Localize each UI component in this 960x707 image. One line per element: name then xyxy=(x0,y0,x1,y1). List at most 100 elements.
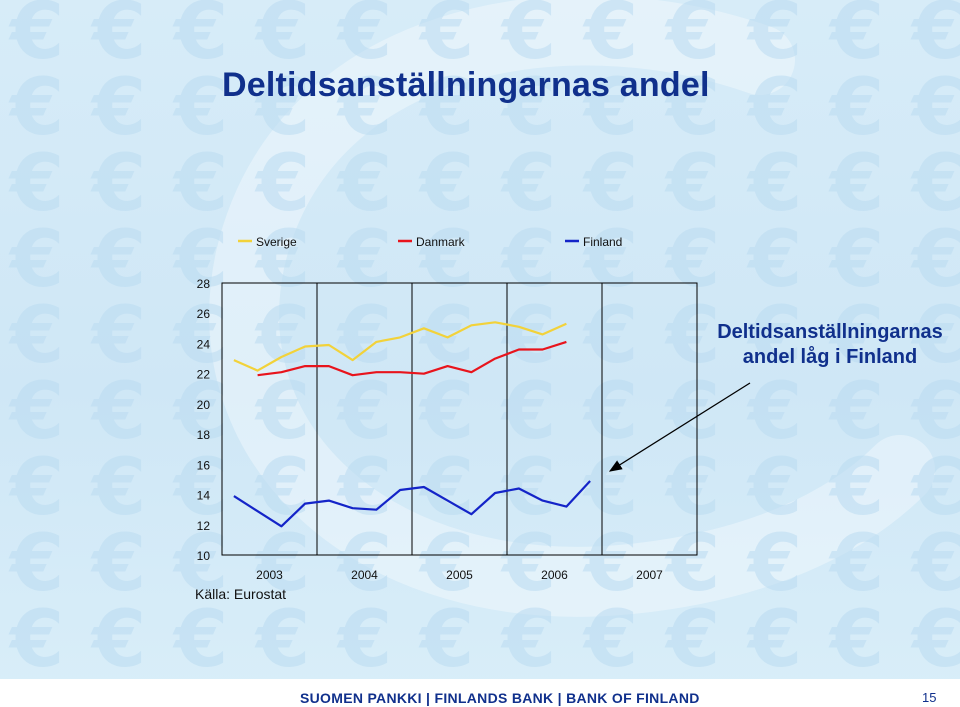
euro-icon: € xyxy=(910,0,960,77)
euro-icon: € xyxy=(664,63,720,153)
euro-icon: € xyxy=(90,63,146,153)
euro-icon: € xyxy=(418,519,474,609)
background-swirl xyxy=(209,0,935,617)
euro-icon: € xyxy=(910,291,960,381)
euro-icon: € xyxy=(500,443,556,533)
euro-icon: € xyxy=(418,215,474,305)
y-tick-label: 14 xyxy=(197,489,211,503)
euro-icon: € xyxy=(90,519,146,609)
legend-item-danmark: Danmark xyxy=(398,235,466,249)
euro-icon: € xyxy=(828,215,884,305)
euro-icon: € xyxy=(500,519,556,609)
euro-icon: € xyxy=(582,63,638,153)
euro-icon: € xyxy=(336,519,392,609)
euro-icon: € xyxy=(336,443,392,533)
euro-icon: € xyxy=(582,0,638,77)
euro-icon: € xyxy=(8,443,64,533)
y-tick-label: 20 xyxy=(197,398,211,412)
euro-icon: € xyxy=(910,215,960,305)
euro-icon: € xyxy=(500,291,556,381)
euro-icon: € xyxy=(8,519,64,609)
slide-title: Deltidsanställningarnas andel xyxy=(222,66,710,104)
y-tick-label: 22 xyxy=(197,368,211,382)
legend-label: Danmark xyxy=(416,235,466,249)
euro-icon: € xyxy=(664,595,720,685)
euro-icon: € xyxy=(746,367,802,457)
euro-icon: € xyxy=(172,0,228,77)
euro-icon: € xyxy=(746,519,802,609)
euro-icon: € xyxy=(664,215,720,305)
y-tick-label: 24 xyxy=(197,337,211,351)
euro-icon: € xyxy=(746,215,802,305)
legend-label: Finland xyxy=(583,235,622,249)
y-tick-label: 12 xyxy=(197,519,211,533)
euro-icon: € xyxy=(172,367,228,457)
euro-icon: € xyxy=(664,367,720,457)
euro-icon: € xyxy=(746,291,802,381)
euro-icon: € xyxy=(172,519,228,609)
annotation-line-1: Deltidsanställningarnas xyxy=(717,321,943,343)
euro-icon: € xyxy=(336,215,392,305)
euro-icon: € xyxy=(336,595,392,685)
euro-icon: € xyxy=(172,139,228,229)
y-tick-label: 28 xyxy=(197,277,211,291)
legend-item-finland: Finland xyxy=(565,235,622,249)
legend-label: Sverige xyxy=(256,235,297,249)
euro-icon: € xyxy=(664,139,720,229)
euro-icon: € xyxy=(8,291,64,381)
euro-icon: € xyxy=(500,215,556,305)
euro-icon: € xyxy=(746,443,802,533)
source-note: Källa: Eurostat xyxy=(195,586,287,602)
euro-icon: € xyxy=(582,291,638,381)
euro-icon: € xyxy=(664,0,720,77)
euro-icon: € xyxy=(418,63,474,153)
euro-icon: € xyxy=(336,367,392,457)
euro-icon: € xyxy=(910,519,960,609)
euro-icon: € xyxy=(90,139,146,229)
euro-icon: € xyxy=(828,367,884,457)
euro-icon: € xyxy=(254,215,310,305)
euro-icon: € xyxy=(336,139,392,229)
euro-icon: € xyxy=(582,215,638,305)
euro-icon: € xyxy=(254,63,310,153)
euro-icon: € xyxy=(500,367,556,457)
euro-icon: € xyxy=(8,215,64,305)
euro-icon: € xyxy=(418,367,474,457)
euro-icon: € xyxy=(8,63,64,153)
euro-icon: € xyxy=(910,443,960,533)
euro-icon: € xyxy=(254,367,310,457)
euro-icon: € xyxy=(828,595,884,685)
euro-icon: € xyxy=(172,595,228,685)
y-tick-label: 18 xyxy=(197,428,211,442)
euro-icon: € xyxy=(500,0,556,77)
euro-icon: € xyxy=(664,291,720,381)
y-tick-label: 10 xyxy=(197,549,211,563)
euro-icon: € xyxy=(828,63,884,153)
euro-icon: € xyxy=(254,0,310,77)
footer-text: SUOMEN PANKKI | FINLANDS BANK | BANK OF … xyxy=(300,690,700,706)
euro-icon: € xyxy=(418,0,474,77)
series-line-finland xyxy=(233,480,591,528)
euro-icon: € xyxy=(336,291,392,381)
euro-icon: € xyxy=(828,443,884,533)
y-tick-label: 16 xyxy=(197,458,211,472)
euro-icon: € xyxy=(8,367,64,457)
series-line-sverige xyxy=(233,321,567,372)
euro-icon: € xyxy=(90,443,146,533)
euro-icon: € xyxy=(746,63,802,153)
euro-icon: € xyxy=(90,0,146,77)
euro-icon: € xyxy=(172,215,228,305)
x-tick-label: 2007 xyxy=(636,568,663,582)
euro-icon: € xyxy=(8,595,64,685)
euro-icon: € xyxy=(582,139,638,229)
euro-icon: € xyxy=(418,139,474,229)
euro-icon: € xyxy=(582,519,638,609)
euro-icon: € xyxy=(910,595,960,685)
euro-icon: € xyxy=(8,0,64,77)
euro-icon: € xyxy=(8,139,64,229)
y-tick-label: 26 xyxy=(197,307,211,321)
euro-icon: € xyxy=(90,215,146,305)
x-tick-label: 2003 xyxy=(256,568,283,582)
x-tick-label: 2004 xyxy=(351,568,378,582)
